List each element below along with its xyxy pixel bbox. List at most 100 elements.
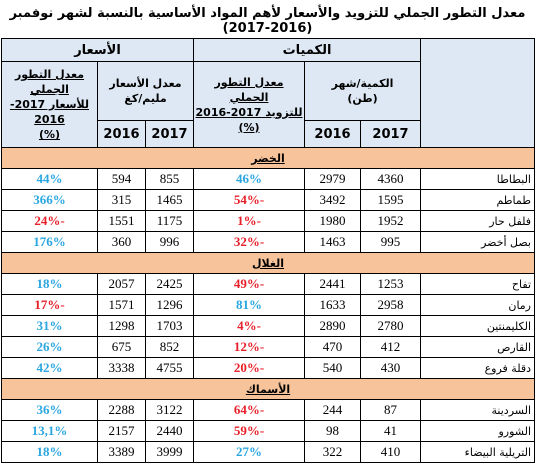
section-row: الغلال [1,252,535,274]
qty-2016-cell: 322 [304,441,361,463]
price-growth-header: معدل التطور الجملي للأسعار 2017-2016 (%) [1,61,98,148]
price-growth-cell: 176% [1,231,98,253]
qty-2017-cell: 4360 [360,168,421,190]
table-row: دقلة فروع 430 540 -20% 4755 3338 42% [1,357,535,379]
price-2016-cell: 1551 [97,210,146,232]
price-growth-line3: (%) [38,128,61,141]
price-2017-cell: 1465 [145,189,194,211]
qty-2017-cell: 410 [360,441,421,463]
price-2016-cell: 2057 [97,273,146,295]
supply-growth-cell: 46% [193,168,305,190]
quantities-group-header: الكميات [193,38,421,62]
supply-growth-cell: -32% [193,231,305,253]
section-row: الخضر [1,147,535,169]
price-2016-cell: 1298 [97,315,146,337]
section-label: الغلال [1,252,535,274]
supply-growth-line2: للتزويد 2017-2016 [195,105,303,119]
supply-growth-cell: -64% [193,399,305,421]
qty-2016-cell: 1980 [304,210,361,232]
qty-2017-cell: 995 [360,231,421,253]
price-2016-cell: 315 [97,189,146,211]
table-row: البطاطا 4360 2979 46% 855 594 44% [1,168,535,190]
product-name-cell: الشورو [420,420,535,442]
qty-2017-cell: 1595 [360,189,421,211]
price-2016-cell: 3338 [97,357,146,379]
product-name-cell: السردينة [420,399,535,421]
table-row: تفاح 1253 2441 -49% 2425 2057 18% [1,273,535,295]
price-2017-cell: 1703 [145,315,194,337]
qty-2017-cell: 2780 [360,315,421,337]
qty-year-2017-header: 2017 [360,120,421,148]
price-growth-cell: -24% [1,210,98,232]
price-growth-cell: -17% [1,294,98,316]
table-row: بصل أخضر 995 1463 -32% 996 360 176% [1,231,535,253]
product-name-cell: الكليمنتين [420,315,535,337]
supply-growth-cell: -59% [193,420,305,442]
header-name-column [420,38,535,148]
price-growth-cell: 36% [1,399,98,421]
qty-2016-cell: 3492 [304,189,361,211]
header-row-groups: الكميات الأسعار [1,38,535,148]
supply-growth-cell: -4% [193,315,305,337]
qty-2016-cell: 2979 [304,168,361,190]
qty-2017-cell: 1253 [360,273,421,295]
table-row: رمان 2958 1633 81% 1296 1571 -17% [1,294,535,316]
supply-growth-cell: -20% [193,357,305,379]
avg-price-line2: مليم/كغ [124,92,167,105]
price-growth-cell: 44% [1,168,98,190]
qty-2016-cell: 244 [304,399,361,421]
price-2016-cell: 675 [97,336,146,358]
qty-2017-cell: 412 [360,336,421,358]
qty-2016-cell: 470 [304,336,361,358]
product-name-cell: القارص [420,336,535,358]
page-title: معدل التطور الجملي للتزويد والأسعار لأهم… [9,6,526,36]
product-name-cell: التريلية البيضاء [420,441,535,463]
qty-2016-cell: 2441 [304,273,361,295]
qty-year-2016-header: 2016 [304,120,361,148]
table-body: الكميات الأسعار الكمية/شهر (طن) معدل الت… [1,38,535,463]
supply-growth-cell: 81% [193,294,305,316]
price-2017-cell: 3122 [145,399,194,421]
price-2017-cell: 1296 [145,294,194,316]
price-growth-line2: للأسعار 2017-2016 [9,98,89,126]
product-name-cell: البطاطا [420,168,535,190]
qty-2016-cell: 98 [304,420,361,442]
product-name-cell: تفاح [420,273,535,295]
price-growth-cell: 31% [1,315,98,337]
qty-unit-label: (طن) [347,92,378,105]
table-row: القارص 412 470 -12% 852 675 26% [1,336,535,358]
table-row: فلفل حار 1952 1980 -1% 1175 1551 -24% [1,210,535,232]
supply-growth-cell: 27% [193,441,305,463]
avg-price-line1: معدل الأسعار [109,77,182,90]
table-row: السردينة 87 244 -64% 3122 2288 36% [1,399,535,421]
statistics-table: الكميات الأسعار الكمية/شهر (طن) معدل الت… [1,38,535,463]
qty-2017-cell: 2958 [360,294,421,316]
price-2017-cell: 1175 [145,210,194,232]
qty-2017-cell: 1952 [360,210,421,232]
qty-per-month-label: الكمية/شهر [331,77,394,90]
qty-2016-cell: 1633 [304,294,361,316]
price-2017-cell: 855 [145,168,194,190]
supply-growth-line1: معدل التطور الجملي [214,75,284,104]
price-growth-cell: 26% [1,336,98,358]
product-name-cell: دقلة فروع [420,357,535,379]
prices-group-header: الأسعار [1,38,194,62]
table-row: الكليمنتين 2780 2890 -4% 1703 1298 31% [1,315,535,337]
qty-2017-cell: 41 [360,420,421,442]
price-2017-cell: 996 [145,231,194,253]
table-row: الشورو 41 98 -59% 2440 2157 13,1% [1,420,535,442]
qty-2016-cell: 1463 [304,231,361,253]
price-growth-cell: 18% [1,273,98,295]
qty-per-month-header: الكمية/شهر (طن) [304,61,421,121]
avg-price-header: معدل الأسعار مليم/كغ [97,61,194,121]
product-name-cell: فلفل حار [420,210,535,232]
supply-growth-cell: -49% [193,273,305,295]
price-growth-line1: معدل التطور الجملي [14,68,85,96]
product-name-cell: طماطم [420,189,535,211]
section-label: الخضر [1,147,535,169]
product-name-cell: بصل أخضر [420,231,535,253]
qty-2017-cell: 430 [360,357,421,379]
price-growth-cell: 18% [1,441,98,463]
price-year-2017-header: 2017 [145,120,194,148]
